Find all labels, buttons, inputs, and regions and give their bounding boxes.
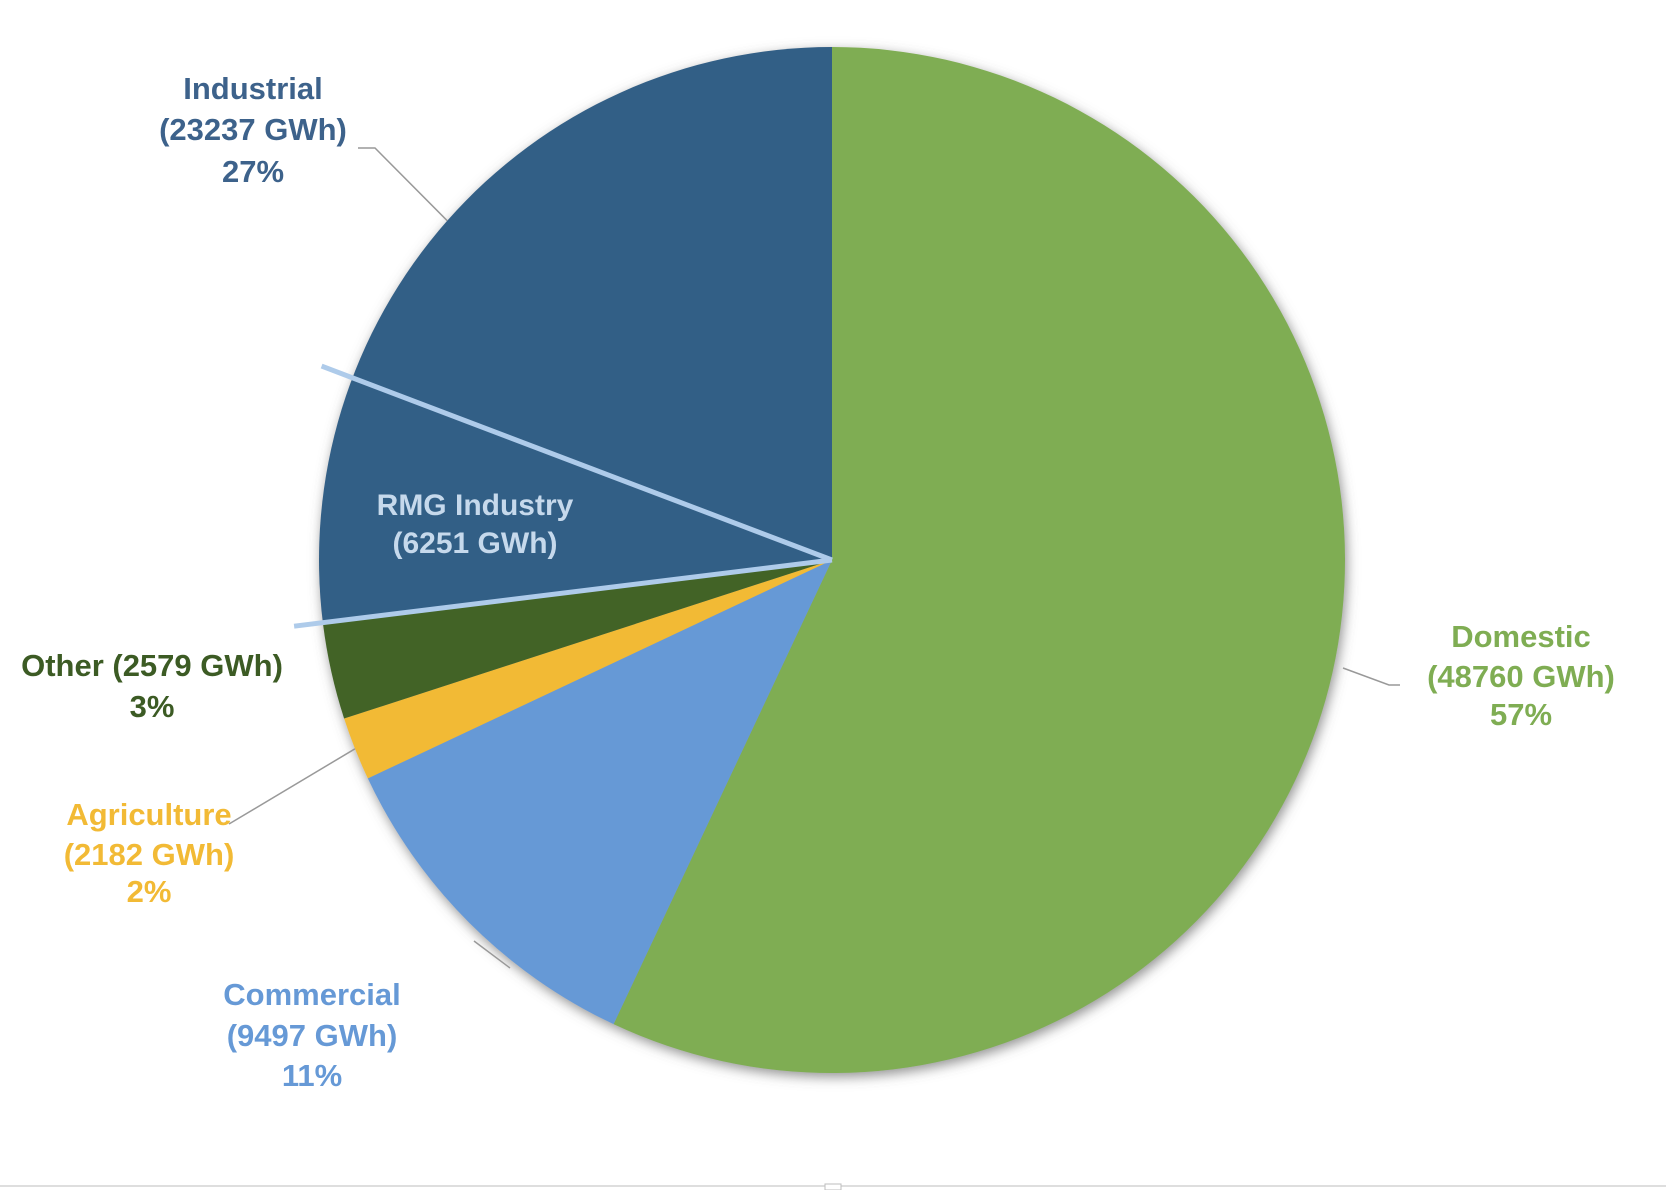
svg-text:RMG Industry: RMG Industry (377, 489, 574, 522)
svg-text:3%: 3% (130, 689, 175, 724)
svg-text:Other (2579 GWh): Other (2579 GWh) (21, 648, 283, 683)
svg-text:Industrial: Industrial (183, 71, 323, 106)
svg-text:2%: 2% (127, 874, 172, 909)
svg-text:Commercial: Commercial (223, 977, 400, 1012)
svg-text:(48760 GWh): (48760 GWh) (1427, 659, 1615, 694)
svg-text:(23237 GWh): (23237 GWh) (159, 112, 347, 147)
svg-text:Agriculture: Agriculture (66, 797, 231, 832)
svg-text:11%: 11% (282, 1058, 342, 1093)
svg-text:27%: 27% (222, 154, 284, 189)
svg-text:57%: 57% (1490, 697, 1552, 732)
svg-text:(2182 GWh): (2182 GWh) (64, 837, 235, 872)
svg-text:(9497 GWh): (9497 GWh) (227, 1018, 398, 1053)
svg-text:(6251 GWh): (6251 GWh) (392, 527, 557, 560)
svg-text:Domestic: Domestic (1451, 619, 1591, 654)
